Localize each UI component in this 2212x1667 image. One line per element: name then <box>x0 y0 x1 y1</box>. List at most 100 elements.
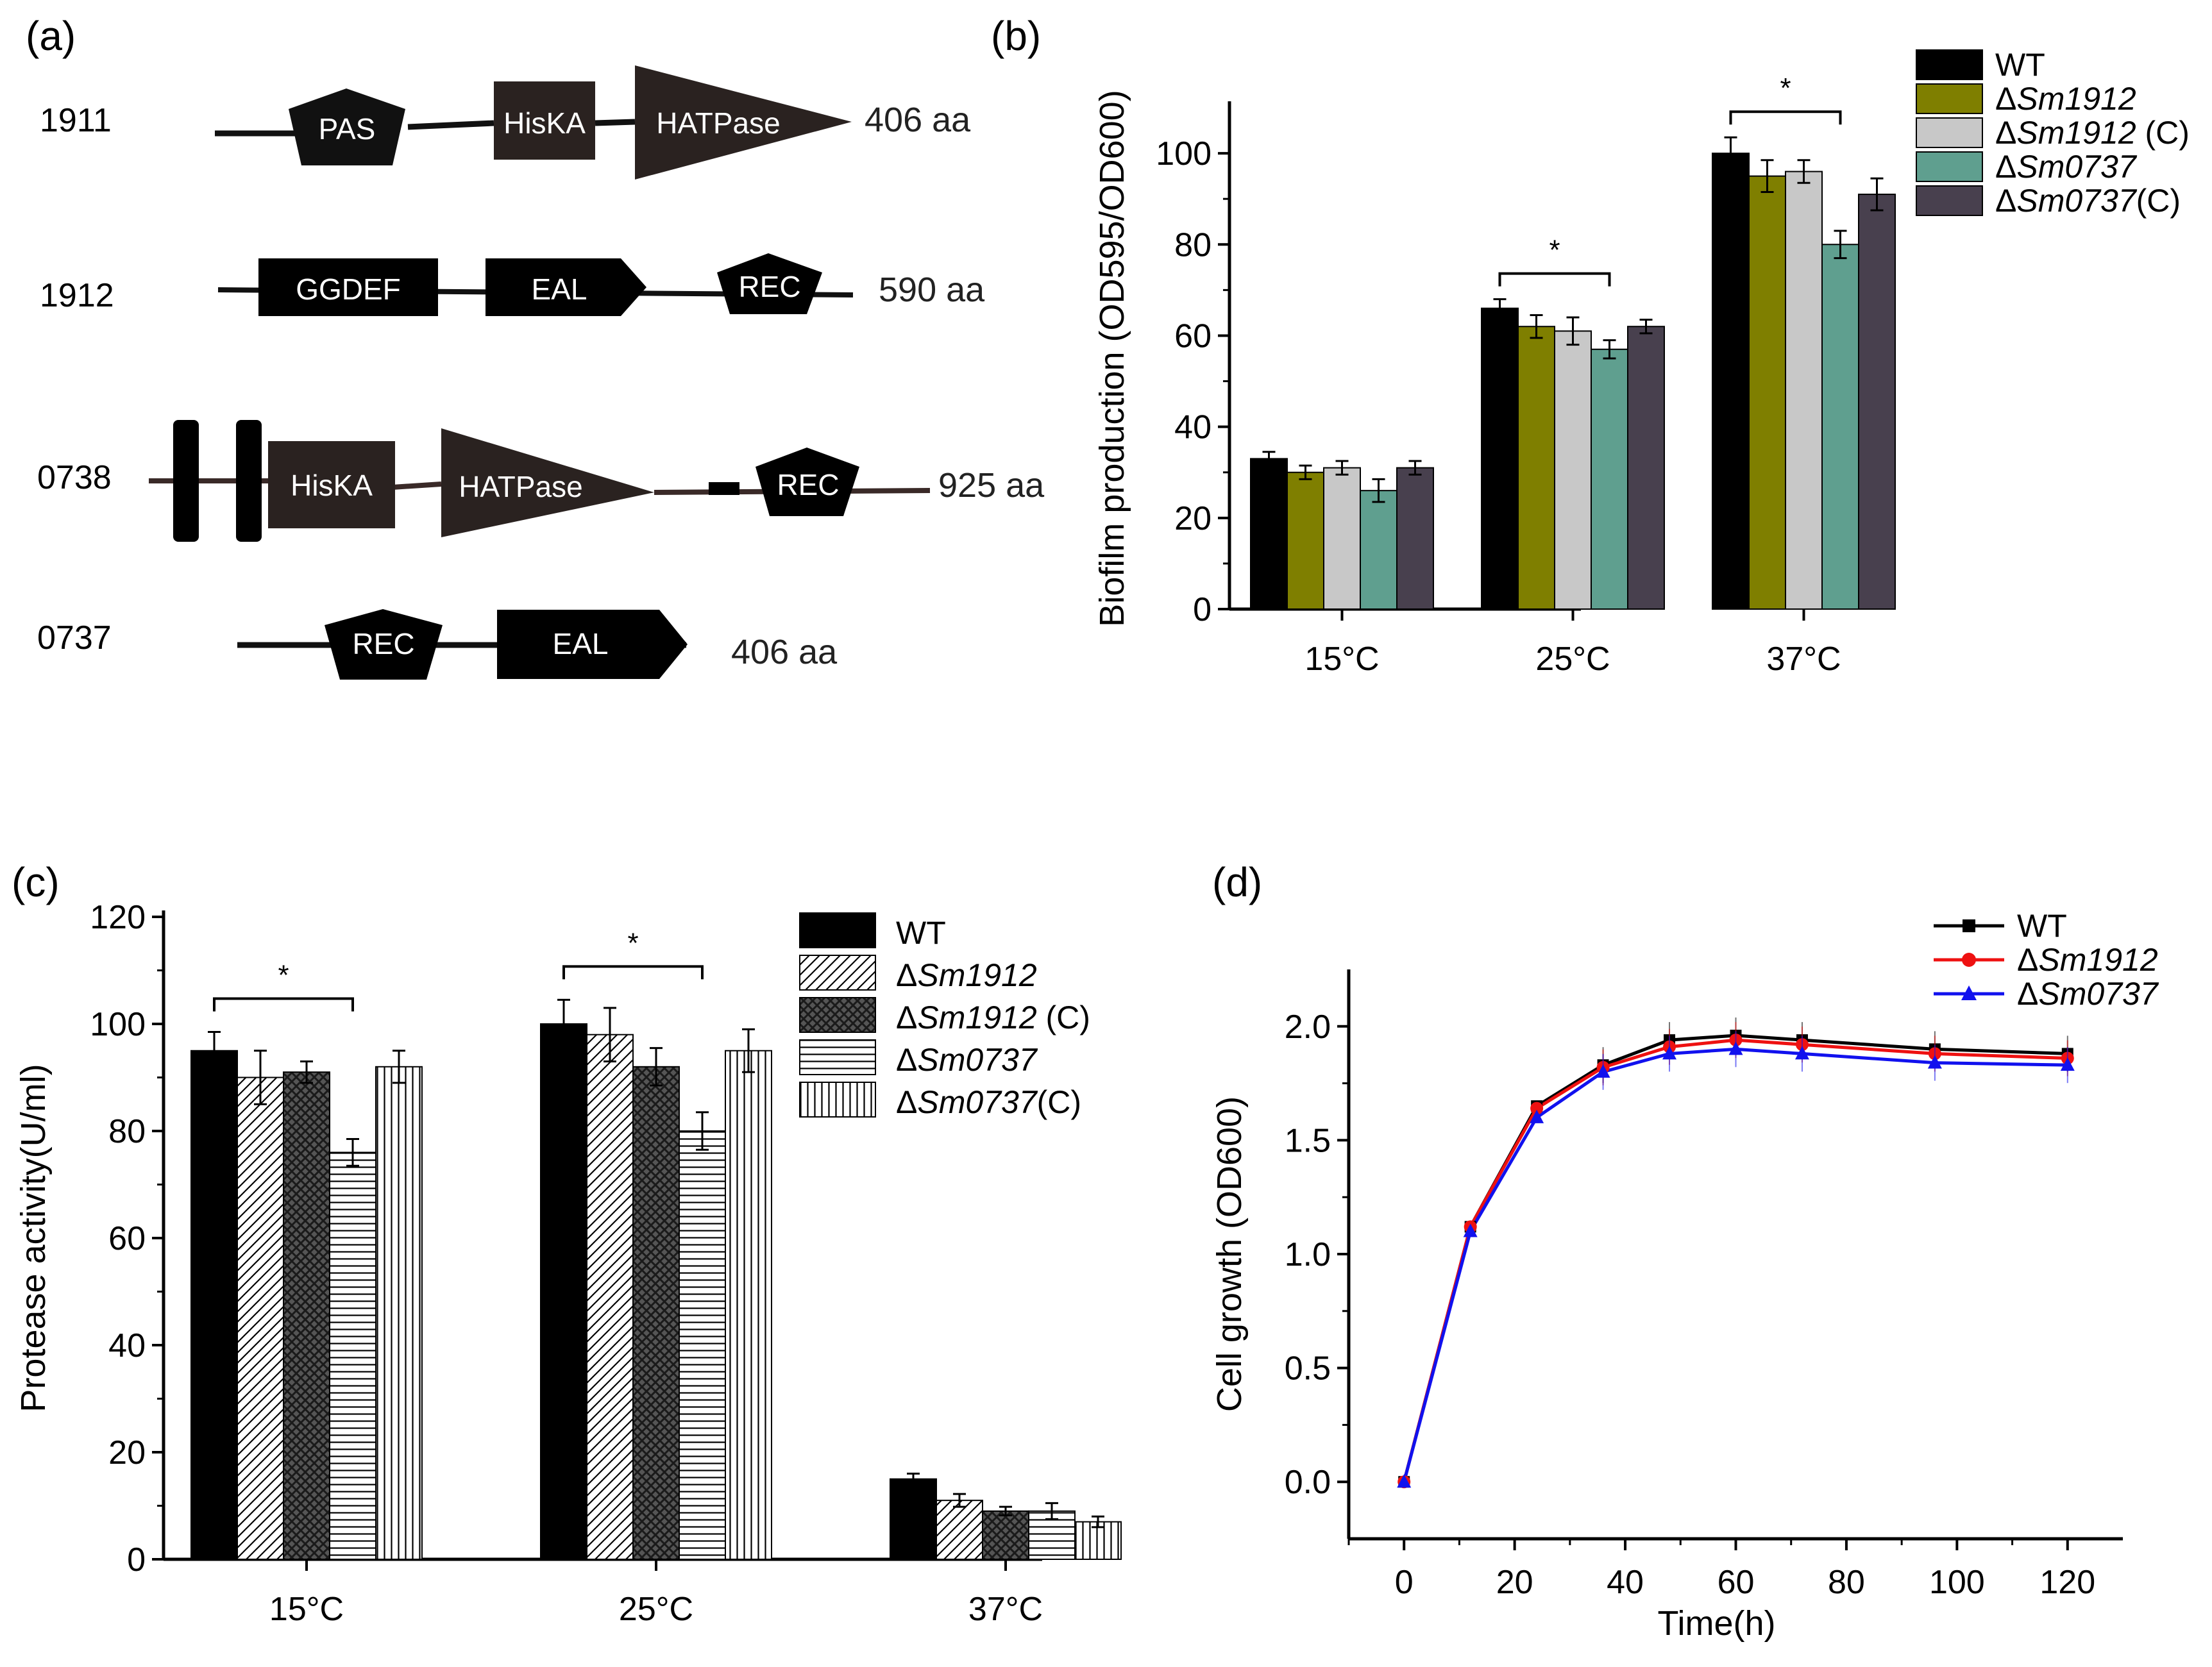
chart-d-growth: 0.0 0.5 1.0 1.5 2.0 0 20 40 60 80 100 120 Time(h) Cel… <box>1210 908 2159 1643</box>
protein-0738: 0738 HisKA HATPase REC 925 aa <box>37 420 1045 542</box>
legend-swatch <box>1916 151 1983 182</box>
bar <box>1481 307 1519 610</box>
series-line <box>1402 1038 2068 1482</box>
domain-label: REC <box>738 270 800 303</box>
x-tick-label: 37°C <box>968 1591 1043 1628</box>
domain-pentagon <box>756 448 859 516</box>
significance-star: * <box>1780 72 1791 104</box>
domain-box <box>494 81 595 160</box>
panel-a: (a) 1911 PAS HisKA HATPase 406 aa 1912 G… <box>26 13 1045 680</box>
legend-swatch <box>799 997 876 1033</box>
domain-pentagon <box>289 88 405 165</box>
significance-bracket <box>1729 110 1842 125</box>
x-tick-label: 20 <box>1496 1564 1533 1601</box>
legend-label: ΔSm1912 (C) <box>1995 115 2190 151</box>
legend-label: ΔSm1912 <box>1995 81 2136 117</box>
bar <box>679 1130 726 1560</box>
domain-label: REC <box>352 627 414 660</box>
bar <box>1821 244 1859 610</box>
protein-0737: 0737 REC EAL 406 aa <box>37 609 838 680</box>
data-point <box>1728 1041 1743 1055</box>
x-tick-label: 15°C <box>1304 641 1379 678</box>
bar <box>982 1510 1029 1561</box>
legend-label: ΔSm1912 <box>896 957 1037 993</box>
x-tick-label: 100 <box>1929 1564 1985 1601</box>
x-axis-label: Time(h) <box>1658 1604 1776 1643</box>
chart-c-protease: 0 20 40 60 80 100 120 Protease activity(U/ml) 15… <box>14 899 1122 1628</box>
chart-b-biofilm: 0 20 40 60 80 100 Biofilm production (OD595/OD… <box>1093 47 2190 678</box>
bar <box>632 1066 680 1561</box>
domain-triangle <box>635 65 852 180</box>
bar <box>1517 326 1555 610</box>
y-tick-label: 0 <box>1193 591 1212 628</box>
legend-swatch <box>1916 49 1983 80</box>
significance-star: * <box>1549 235 1560 266</box>
protein-length: 406 aa <box>865 101 971 139</box>
domain-label: HATPase <box>656 106 780 140</box>
domain-pentagon <box>717 253 822 314</box>
significance-bracket <box>213 997 354 1012</box>
bar <box>540 1023 587 1560</box>
domain-pentagon <box>325 609 443 680</box>
legend-label: ΔSm0737(C) <box>896 1084 1081 1120</box>
domain-label: EAL <box>553 627 609 660</box>
legend-label: WT <box>1995 47 2045 83</box>
legend-label: ΔSm0737 <box>896 1042 1038 1078</box>
x-tick-label: 25°C <box>1535 641 1610 678</box>
x-tick-label: 15°C <box>269 1591 344 1628</box>
transmembrane-segment <box>173 420 199 542</box>
legend-label: WT <box>2017 908 2067 944</box>
bar <box>1591 348 1628 610</box>
bar <box>283 1071 330 1560</box>
protein-1911: 1911 PAS HisKA HATPase 406 aa <box>40 65 971 180</box>
bar <box>1250 458 1288 610</box>
bar <box>1396 467 1434 610</box>
y-tick-label: 2.0 <box>1285 1009 1331 1046</box>
legend-swatch <box>799 1039 876 1075</box>
legend-swatch <box>799 912 876 948</box>
domain-label: PAS <box>319 112 376 146</box>
x-tick-label: 80 <box>1828 1564 1865 1601</box>
protein-id: 0738 <box>37 459 112 496</box>
bar <box>1748 175 1786 610</box>
series-line <box>1402 1047 2068 1482</box>
bar <box>1360 490 1397 610</box>
data-point <box>1662 1046 1677 1060</box>
data-point <box>1463 1223 1478 1237</box>
bar <box>1858 194 1896 610</box>
significance-bracket <box>562 965 704 980</box>
protein-1912: 1912 GGDEF EAL REC 590 aa <box>40 253 985 316</box>
x-tick-label: 37°C <box>1766 641 1841 678</box>
legend-label: ΔSm1912 (C) <box>896 1000 1090 1035</box>
legend-swatch <box>1916 83 1983 114</box>
data-point <box>1963 919 1975 932</box>
domain-arrow <box>485 258 646 316</box>
panel-b-label: (b) <box>991 13 1041 59</box>
legend-swatch <box>799 1082 876 1118</box>
y-tick-label: 1.0 <box>1285 1236 1331 1273</box>
significance-bracket <box>1498 272 1611 287</box>
domain-arrow <box>497 610 688 679</box>
y-tick-label: 0 <box>127 1541 146 1579</box>
panel-c-label: (c) <box>12 859 60 905</box>
legend-label: ΔSm1912 <box>2017 942 2158 978</box>
bar <box>1323 467 1361 610</box>
bar <box>375 1066 423 1561</box>
bar <box>237 1076 284 1560</box>
x-tick-label: 120 <box>2039 1564 2095 1601</box>
protein-length: 925 aa <box>938 466 1045 505</box>
y-tick-label: 60 <box>1174 317 1212 355</box>
data-point <box>1397 1474 1412 1488</box>
bar <box>586 1034 634 1560</box>
y-tick-label: 80 <box>108 1113 146 1150</box>
domain-label: HisKA <box>291 469 373 502</box>
y-tick-label: 100 <box>1156 135 1212 172</box>
bar <box>190 1050 238 1560</box>
bar <box>936 1500 983 1560</box>
bar <box>329 1152 376 1560</box>
bar <box>1554 330 1592 610</box>
y-tick-label: 100 <box>90 1006 146 1043</box>
domain-label: GGDEF <box>296 272 401 306</box>
data-point <box>2060 1057 2075 1071</box>
